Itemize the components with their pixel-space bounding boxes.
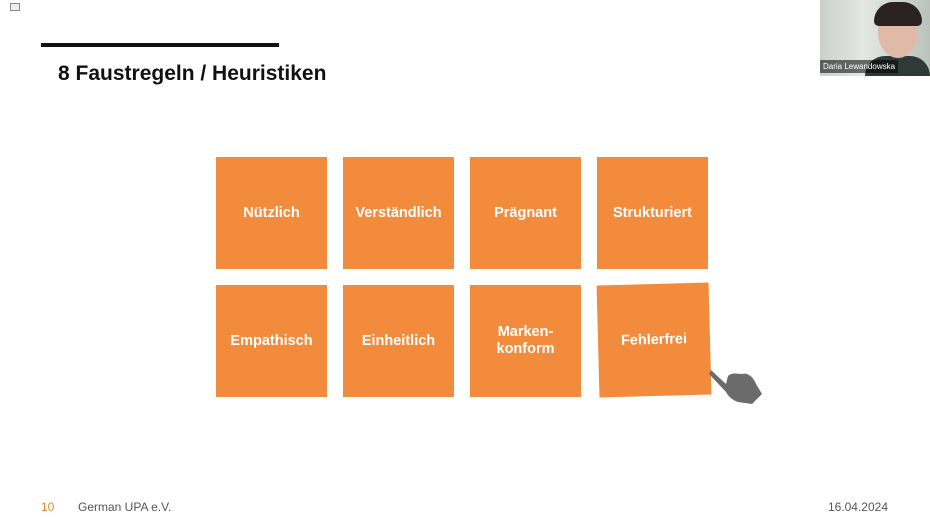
- tile-empathisch: Empathisch: [216, 285, 327, 397]
- slide-date: 16.04.2024: [827, 500, 888, 514]
- window-icon: [10, 3, 20, 11]
- tile-einheitlich: Einheitlich: [343, 285, 454, 397]
- participant-video[interactable]: Daria Lewandowska: [820, 0, 930, 76]
- tile-fehlerfrei: Fehlerfrei: [596, 282, 712, 398]
- organization: German UPA e.V.: [78, 500, 172, 514]
- participant-name: Daria Lewandowska: [820, 60, 899, 73]
- pointing-hand-icon: [709, 370, 762, 404]
- slide-title: 8 Faustregeln / Heuristiken: [58, 62, 327, 85]
- tile-markenkonform: Marken- konform: [470, 285, 581, 397]
- tile-nuetzlich: Nützlich: [216, 157, 327, 269]
- tile-verstaendlich: Verständlich: [343, 157, 454, 269]
- page-number: 10: [41, 500, 55, 514]
- participant-hair: [874, 2, 922, 26]
- title-divider: [41, 43, 279, 47]
- tile-praegnant: Prägnant: [470, 157, 581, 269]
- tile-strukturiert: Strukturiert: [597, 157, 708, 269]
